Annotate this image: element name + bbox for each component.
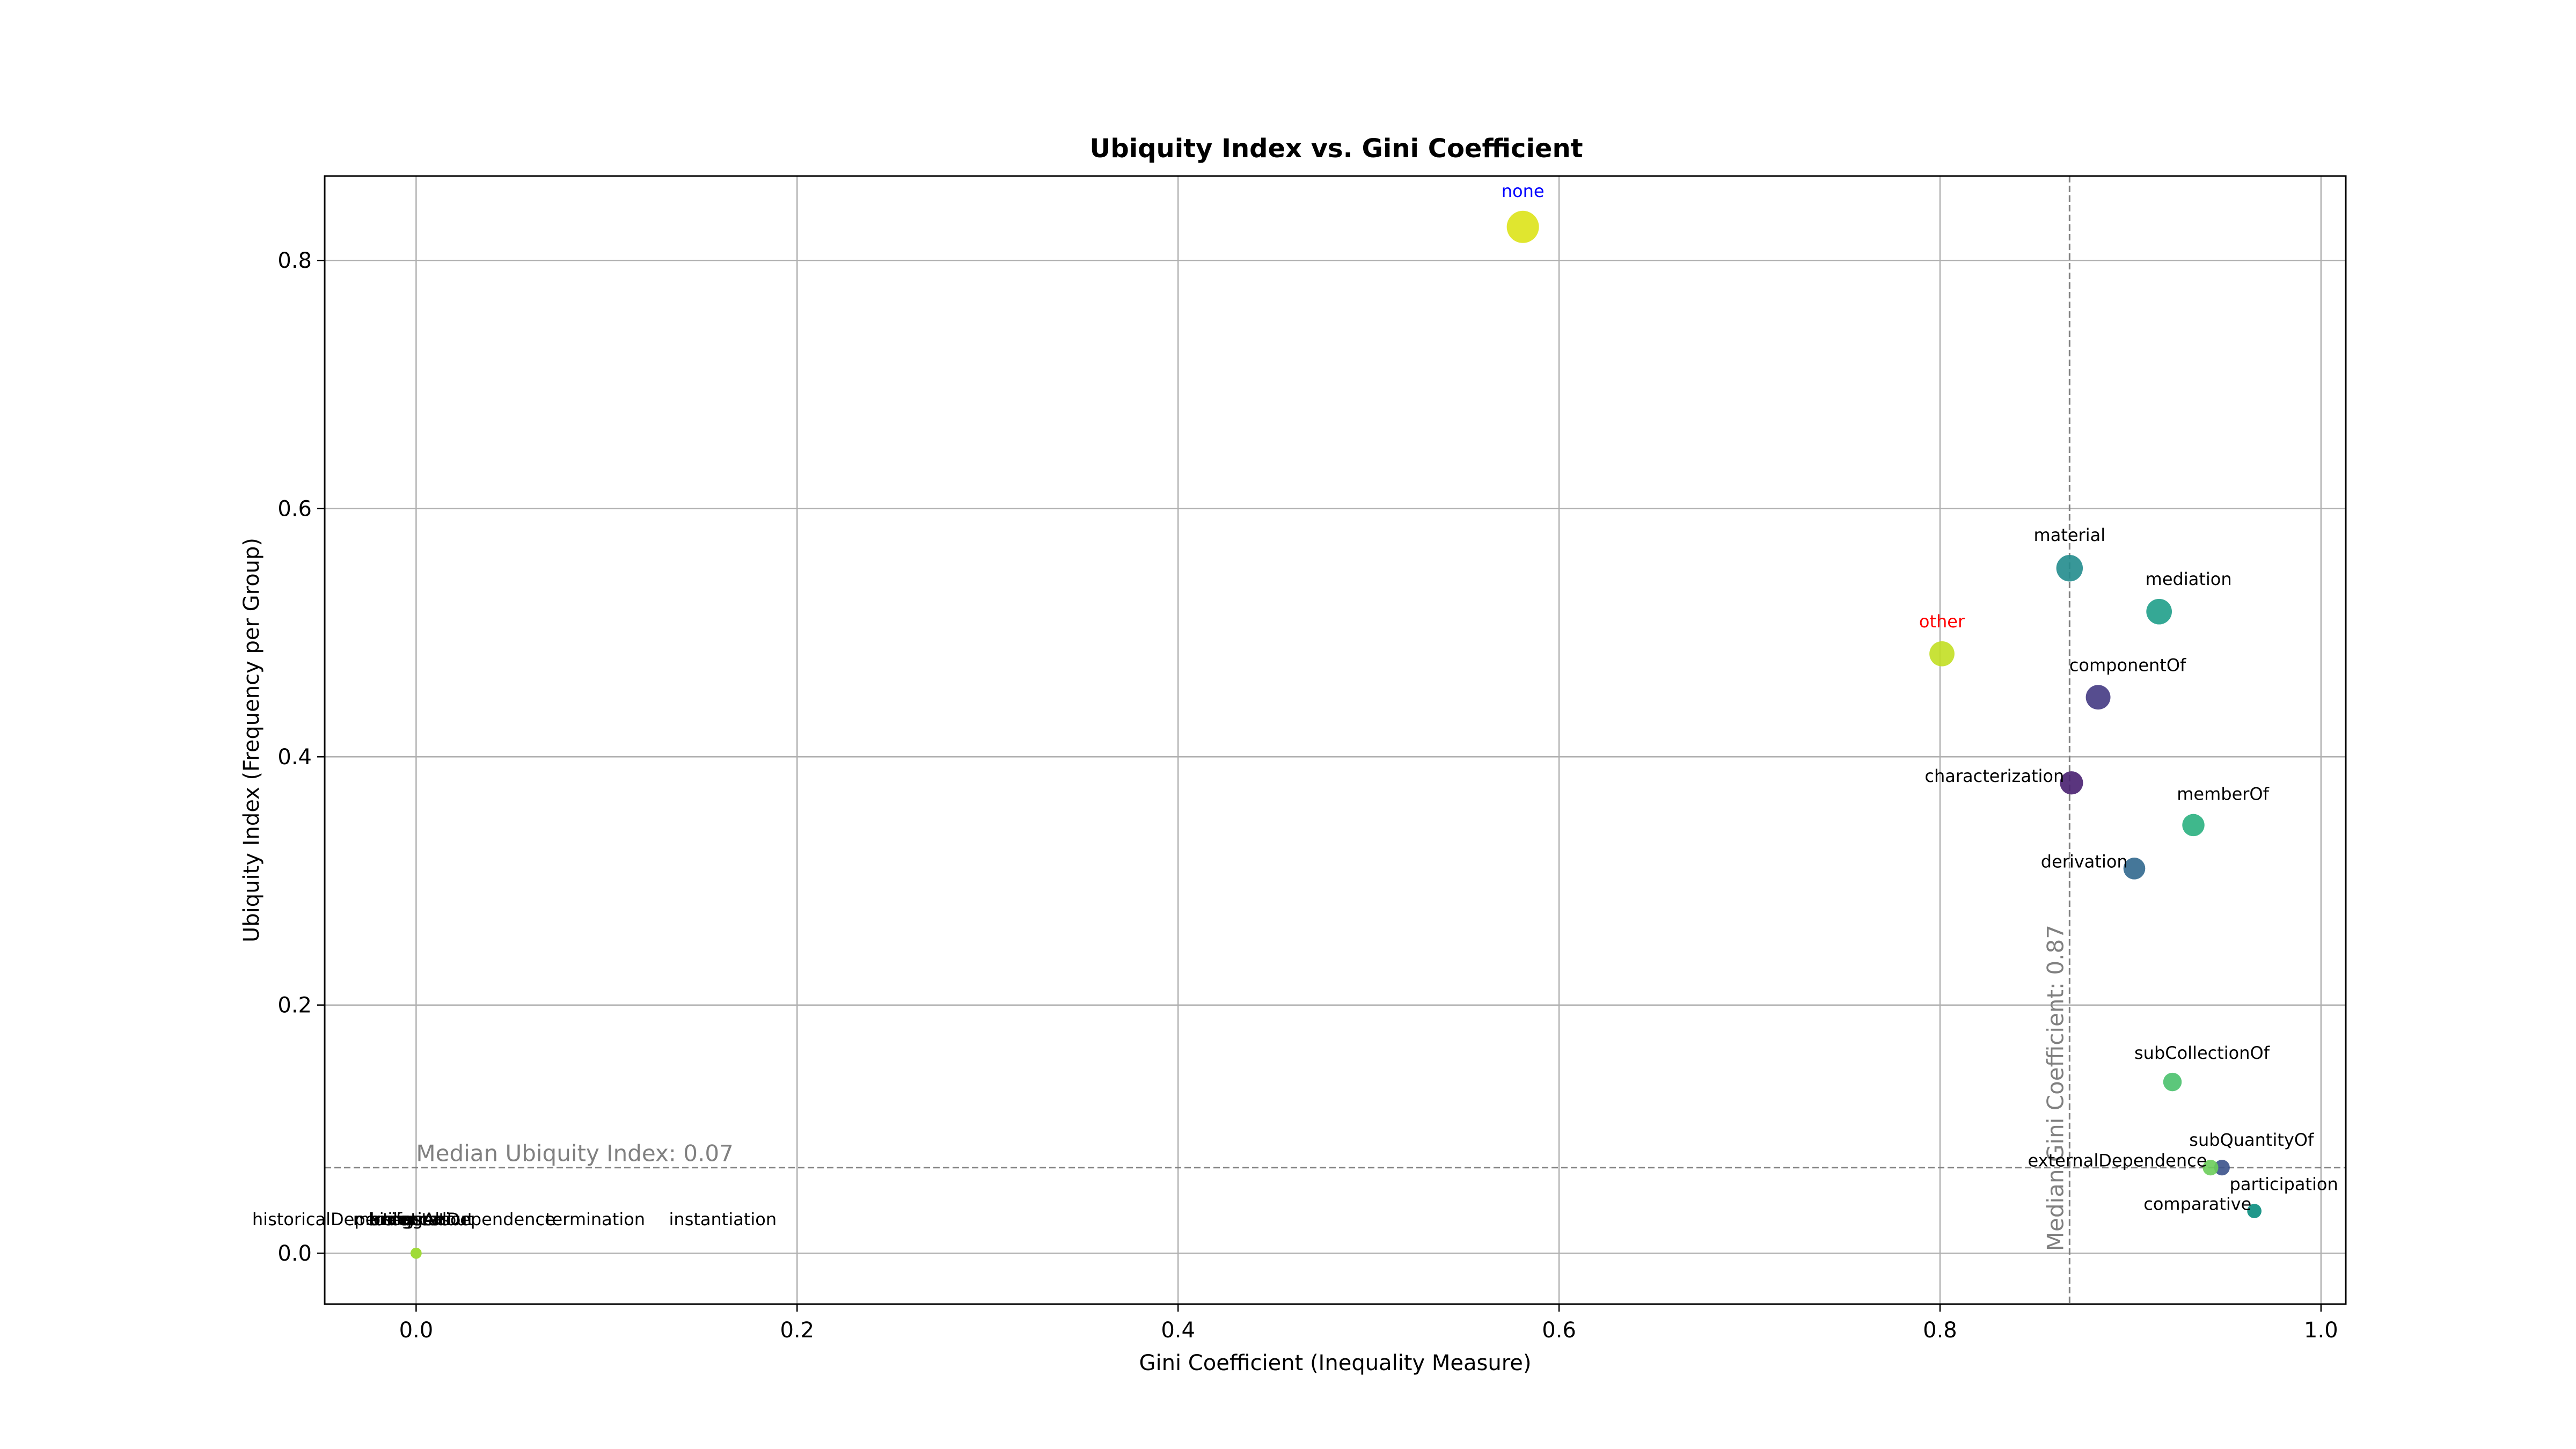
scatter-point — [2214, 1160, 2230, 1176]
chart-title: Ubiquity Index vs. Gini Coefficient — [1089, 134, 1583, 164]
scatter-point — [1929, 641, 1955, 667]
x-axis-label: Gini Coefficient (Inequality Measure) — [1139, 1351, 1532, 1375]
scatter-point — [2163, 1072, 2182, 1092]
point-label: instantiation — [669, 1209, 777, 1230]
y-axis-ticks: 0.0 0.2 0.4 0.6 0.8 — [277, 248, 325, 1266]
scatter-point — [2146, 598, 2172, 625]
point-label: comparative — [2143, 1194, 2251, 1214]
point-label: triggers — [383, 1209, 450, 1230]
point-label: componentOf — [2069, 655, 2186, 675]
point-label: derivation — [2041, 851, 2128, 872]
point-labels: none material mediation other componentOf cha… — [252, 181, 2338, 1230]
data-points — [411, 210, 2262, 1259]
point-label: externalDependence — [2028, 1151, 2207, 1171]
median-x-label: Median Gini Coefficient: 0.87 — [2042, 925, 2068, 1251]
y-tick-label: 0.6 — [277, 497, 312, 522]
x-tick-label: 0.0 — [399, 1318, 434, 1343]
x-tick-label: 0.8 — [1923, 1318, 1957, 1343]
scatter-point — [2247, 1204, 2262, 1218]
point-label: termination — [545, 1209, 645, 1230]
point-label: subQuantityOf — [2189, 1130, 2314, 1150]
plot-frame — [324, 175, 2347, 1305]
median-lines: Median Ubiquity Index: 0.07 Median Gini C… — [325, 176, 2346, 1304]
y-tick-label: 0.0 — [277, 1241, 312, 1266]
scatter-point — [2202, 1160, 2219, 1176]
point-label: other — [1919, 611, 1965, 632]
scatter-point — [411, 1247, 422, 1259]
x-tick-label: 0.6 — [1542, 1318, 1576, 1343]
scatter-point — [1506, 210, 1539, 243]
scatter-point — [2123, 858, 2146, 880]
scatter-point — [2085, 685, 2111, 710]
point-label: memberOf — [2177, 784, 2269, 804]
scatter-point — [2060, 771, 2083, 795]
y-tick-label: 0.8 — [277, 248, 312, 273]
x-axis-ticks: 0.0 0.2 0.4 0.6 0.8 1.0 — [399, 1304, 2338, 1343]
scatter-point — [2056, 555, 2083, 582]
point-label: none — [1502, 181, 1545, 201]
y-tick-label: 0.2 — [277, 993, 312, 1018]
x-tick-label: 0.2 — [780, 1318, 814, 1343]
median-y-label: Median Ubiquity Index: 0.07 — [416, 1140, 733, 1167]
point-label: historicalDependence — [368, 1209, 555, 1230]
y-axis-label: Ubiquity Index (Frequency per Group) — [239, 538, 264, 942]
point-label: participation — [2230, 1174, 2338, 1194]
scatter-point — [2182, 814, 2205, 837]
x-tick-label: 1.0 — [2304, 1318, 2338, 1343]
point-label: characterization — [1924, 766, 2064, 786]
y-tick-label: 0.4 — [277, 745, 312, 770]
point-label: bringsAbout — [370, 1209, 474, 1230]
point-label: material — [2034, 525, 2106, 545]
point-label: creation — [374, 1209, 444, 1230]
x-tick-label: 0.4 — [1161, 1318, 1195, 1343]
point-label: subCollectionOf — [2134, 1043, 2270, 1063]
point-label: mediation — [2146, 569, 2232, 589]
point-label: manifestation — [353, 1209, 472, 1230]
grid-layer — [325, 176, 2346, 1304]
point-label: historicalDependence — [252, 1209, 439, 1230]
